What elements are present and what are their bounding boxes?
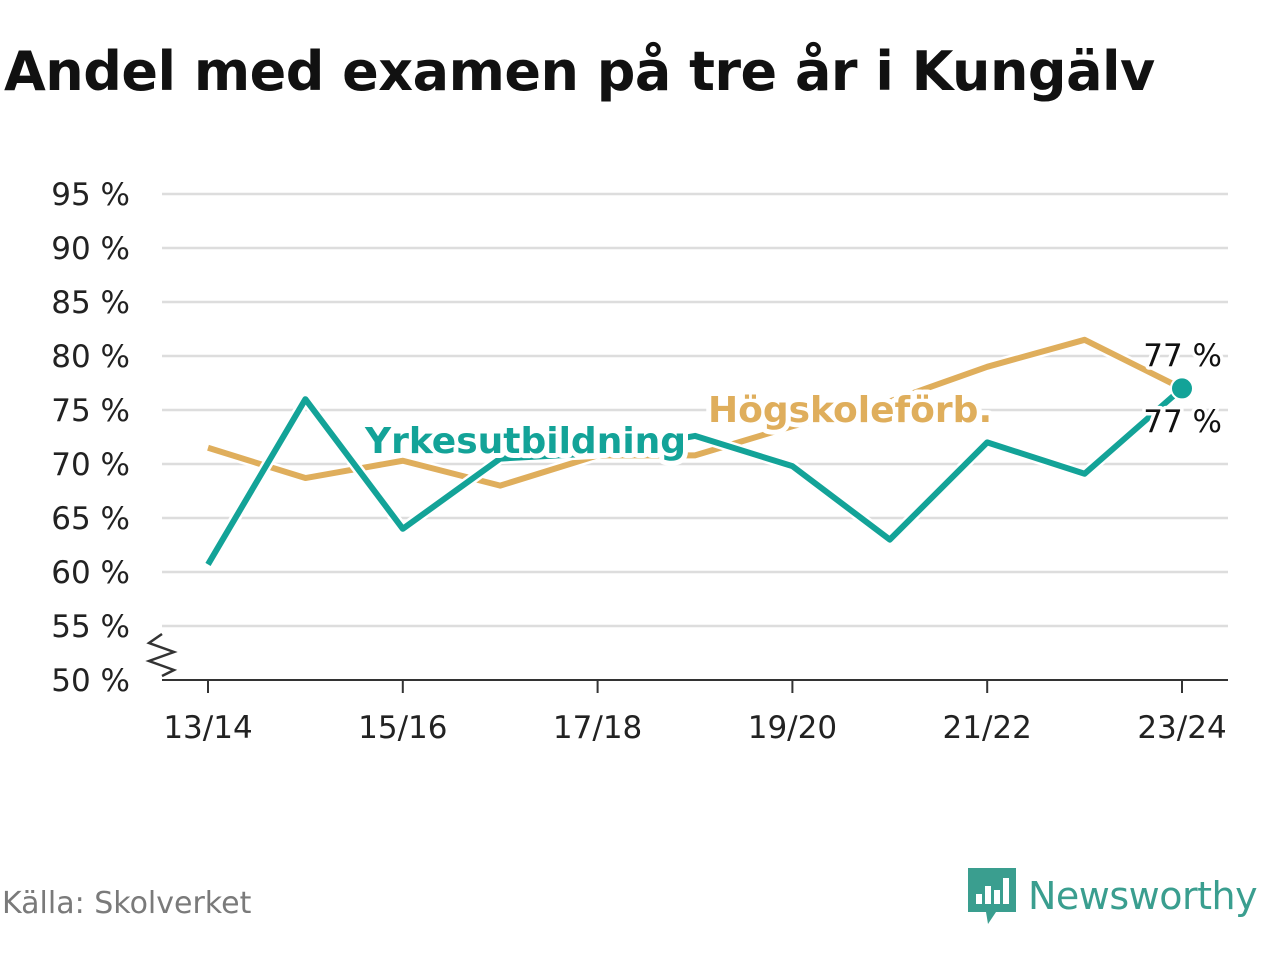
y-tick-label: 95 %	[51, 177, 130, 213]
x-tick-label: 17/18	[553, 710, 642, 746]
x-tick-label: 13/14	[163, 710, 252, 746]
series-halo	[203, 384, 1186, 568]
brand-name: Newsworthy	[1028, 874, 1258, 918]
series-labels: Högskoleförb. Yrkesutbildning 77 % 77 %	[359, 335, 1226, 468]
series-name-label: Högskoleförb.	[708, 390, 992, 431]
y-tick-label: 80 %	[51, 339, 130, 375]
newsworthy-logo-icon	[968, 868, 1016, 924]
y-tick-label: 90 %	[51, 231, 130, 267]
x-tick-label: 23/24	[1137, 710, 1226, 746]
series-lines	[203, 334, 1194, 568]
chart-title: Andel med examen på tre år i Kungälv	[4, 40, 1155, 103]
x-tick-label: 15/16	[358, 710, 447, 746]
brand-logo: Newsworthy	[966, 866, 1258, 926]
y-tick-label: 55 %	[51, 609, 130, 645]
end-point	[1170, 376, 1194, 401]
series-line	[207, 336, 1184, 489]
y-tick-label: 85 %	[51, 285, 130, 321]
y-tick-label: 50 %	[51, 663, 130, 699]
series-name-label: Yrkesutbildning	[364, 421, 686, 462]
y-tick-label: 70 %	[51, 447, 130, 483]
y-tick-label: 75 %	[51, 393, 130, 429]
y-tick-label: 65 %	[51, 501, 130, 537]
axis-break-icon	[145, 632, 178, 678]
end-value-label: 77 %	[1143, 404, 1222, 440]
end-value-label: 77 %	[1143, 338, 1222, 374]
x-tick-label: 21/22	[943, 710, 1032, 746]
x-tick-label: 19/20	[748, 710, 837, 746]
series-line	[205, 386, 1184, 566]
y-axis-ticks: 50 % 55 % 60 % 65 % 70 % 75 % 80 % 85 % 90 % 95 %	[51, 177, 130, 699]
x-axis: 13/14 15/16 17/18 19/20 21/22 23/24	[145, 632, 1228, 746]
y-tick-label: 60 %	[51, 555, 130, 591]
gridlines	[162, 192, 1228, 628]
source-note: Källa: Skolverket	[2, 886, 252, 921]
